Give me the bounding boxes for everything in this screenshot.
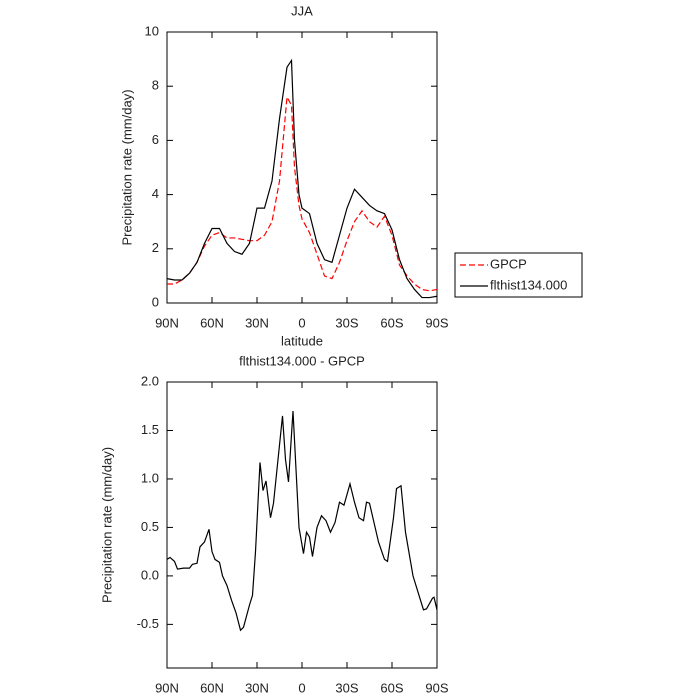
x-tick-label: 90S (425, 315, 448, 330)
y-axis-label: Precipitation rate (mm/day) (99, 447, 114, 603)
x-tick-label: 60N (200, 680, 224, 695)
legend-label: flthist134.000 (490, 277, 567, 292)
y-tick-label: 2.0 (141, 373, 159, 388)
plot-frame (166, 31, 438, 304)
x-tick-label: 30S (335, 315, 358, 330)
legend-label: GPCP (490, 256, 527, 271)
x-tick-label: 30N (245, 315, 269, 330)
x-tick-label: 90N (155, 315, 179, 330)
x-tick-label: 0 (298, 680, 305, 695)
y-tick-label: 0.0 (141, 567, 159, 582)
y-tick-label: 0 (152, 294, 159, 309)
y-axis-label: Precipitation rate (mm/day) (119, 89, 134, 245)
y-tick-label: 0.5 (141, 519, 159, 534)
y-tick-label: 2 (152, 240, 159, 255)
x-axis-label: latitude (281, 698, 323, 700)
y-tick-label: -0.5 (137, 616, 159, 631)
x-tick-label: 60S (380, 680, 403, 695)
x-tick-label: 30N (245, 680, 269, 695)
chart-title: JJA (291, 3, 313, 18)
plot-frame (166, 381, 438, 669)
x-tick-label: 0 (298, 315, 305, 330)
x-tick-label: 60S (380, 315, 403, 330)
y-tick-label: 10 (145, 23, 159, 38)
y-tick-label: 1.5 (141, 422, 159, 437)
x-tick-label: 90N (155, 680, 179, 695)
y-tick-label: 4 (152, 186, 159, 201)
x-axis-label: latitude (281, 333, 323, 348)
x-tick-label: 90S (425, 680, 448, 695)
y-tick-label: 6 (152, 132, 159, 147)
data-line (166, 411, 438, 632)
data-line (166, 58, 438, 299)
data-line (167, 95, 438, 292)
legend-box (454, 252, 583, 298)
y-tick-label: 1.0 (141, 470, 159, 485)
x-tick-label: 30S (335, 680, 358, 695)
x-tick-label: 60N (200, 315, 224, 330)
y-tick-label: 8 (152, 78, 159, 93)
chart-title: flthist134.000 - GPCP (239, 353, 365, 368)
